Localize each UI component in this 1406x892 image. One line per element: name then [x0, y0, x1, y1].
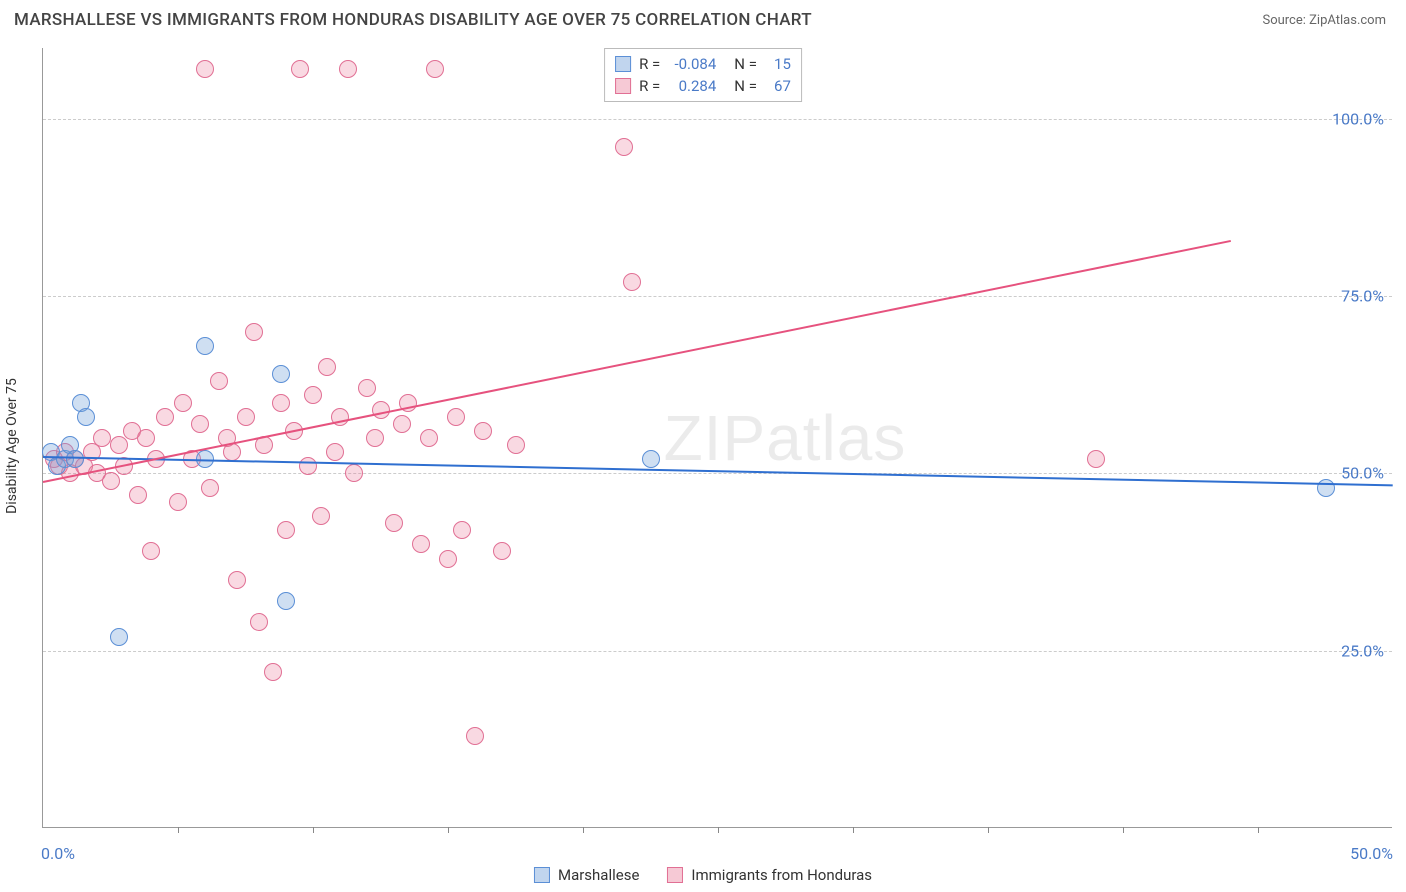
scatter-point	[169, 493, 187, 511]
x-tick-mark	[853, 827, 854, 833]
scatter-point	[272, 365, 290, 383]
stats-legend-box: R = -0.084 N = 15 R = 0.284 N = 67	[604, 48, 802, 102]
x-tick-mark	[1123, 827, 1124, 833]
scatter-point	[291, 60, 309, 78]
watermark: ZIPatlas	[664, 401, 907, 475]
n-value: 67	[765, 77, 791, 95]
scatter-point	[345, 464, 363, 482]
x-tick-label: 0.0%	[41, 844, 75, 863]
scatter-point	[385, 514, 403, 532]
legend-swatch	[615, 78, 631, 94]
scatter-point	[358, 379, 376, 397]
scatter-point	[196, 60, 214, 78]
scatter-point	[110, 436, 128, 454]
scatter-point	[237, 408, 255, 426]
scatter-point	[1317, 479, 1335, 497]
scatter-point	[339, 60, 357, 78]
gridline	[43, 473, 1392, 474]
x-tick-mark	[313, 827, 314, 833]
r-label: R =	[639, 55, 660, 73]
stats-row: R = 0.284 N = 67	[615, 75, 791, 97]
scatter-point	[201, 479, 219, 497]
x-tick-mark	[583, 827, 584, 833]
r-value: 0.284	[668, 77, 716, 95]
r-value: -0.084	[668, 55, 716, 73]
scatter-point	[615, 138, 633, 156]
scatter-point	[196, 337, 214, 355]
legend-item: Immigrants from Honduras	[667, 866, 872, 884]
y-tick-label: 50.0%	[1341, 464, 1384, 483]
scatter-point	[137, 429, 155, 447]
scatter-point	[623, 273, 641, 291]
scatter-point	[250, 613, 268, 631]
legend-swatch	[615, 56, 631, 72]
n-label: N =	[734, 55, 757, 73]
scatter-point	[493, 542, 511, 560]
y-axis-title: Disability Age Over 75	[4, 378, 20, 514]
x-tick-mark	[448, 827, 449, 833]
legend-label: Immigrants from Honduras	[691, 866, 872, 884]
scatter-point	[366, 429, 384, 447]
scatter-point	[77, 408, 95, 426]
scatter-point	[272, 394, 290, 412]
chart-title: MARSHALLESE VS IMMIGRANTS FROM HONDURAS …	[14, 10, 812, 30]
scatter-point	[507, 436, 525, 454]
legend-swatch	[667, 867, 683, 883]
header: MARSHALLESE VS IMMIGRANTS FROM HONDURAS …	[0, 0, 1406, 36]
scatter-point	[277, 592, 295, 610]
n-label: N =	[734, 77, 757, 95]
scatter-point	[156, 408, 174, 426]
scatter-point	[191, 415, 209, 433]
scatter-point	[66, 450, 84, 468]
x-tick-mark	[1258, 827, 1259, 833]
legend-item: Marshallese	[534, 866, 639, 884]
x-tick-mark	[718, 827, 719, 833]
legend-label: Marshallese	[558, 866, 639, 884]
scatter-point	[318, 358, 336, 376]
stats-row: R = -0.084 N = 15	[615, 53, 791, 75]
y-tick-label: 100.0%	[1332, 109, 1384, 128]
scatter-point	[304, 386, 322, 404]
scatter-point	[474, 422, 492, 440]
source-label: Source: ZipAtlas.com	[1262, 13, 1386, 28]
scatter-point	[420, 429, 438, 447]
scatter-point	[174, 394, 192, 412]
scatter-point	[228, 571, 246, 589]
scatter-point	[426, 60, 444, 78]
scatter-point	[439, 550, 457, 568]
scatter-point	[299, 457, 317, 475]
scatter-point	[447, 408, 465, 426]
x-tick-label: 50.0%	[1350, 844, 1393, 863]
scatter-point	[412, 535, 430, 553]
scatter-point	[102, 472, 120, 490]
legend-swatch	[534, 867, 550, 883]
scatter-point	[466, 727, 484, 745]
r-label: R =	[639, 77, 660, 95]
scatter-point	[277, 521, 295, 539]
scatter-point	[210, 372, 228, 390]
y-tick-label: 25.0%	[1341, 641, 1384, 660]
x-tick-mark	[988, 827, 989, 833]
scatter-point	[142, 542, 160, 560]
scatter-point	[642, 450, 660, 468]
scatter-point	[312, 507, 330, 525]
n-value: 15	[765, 55, 791, 73]
scatter-point	[110, 628, 128, 646]
scatter-point	[453, 521, 471, 539]
gridline	[43, 119, 1392, 120]
x-tick-mark	[178, 827, 179, 833]
scatter-point	[264, 663, 282, 681]
scatter-point	[326, 443, 344, 461]
gridline	[43, 651, 1392, 652]
y-tick-label: 75.0%	[1341, 287, 1384, 306]
scatter-point	[393, 415, 411, 433]
gridline	[43, 296, 1392, 297]
scatter-point	[372, 401, 390, 419]
trend-line	[43, 456, 1393, 486]
scatter-point	[245, 323, 263, 341]
bottom-legend: Marshallese Immigrants from Honduras	[534, 866, 872, 884]
scatter-point	[129, 486, 147, 504]
scatter-chart: 25.0%50.0%75.0%100.0%0.0%50.0%ZIPatlas	[42, 48, 1392, 828]
scatter-point	[1087, 450, 1105, 468]
